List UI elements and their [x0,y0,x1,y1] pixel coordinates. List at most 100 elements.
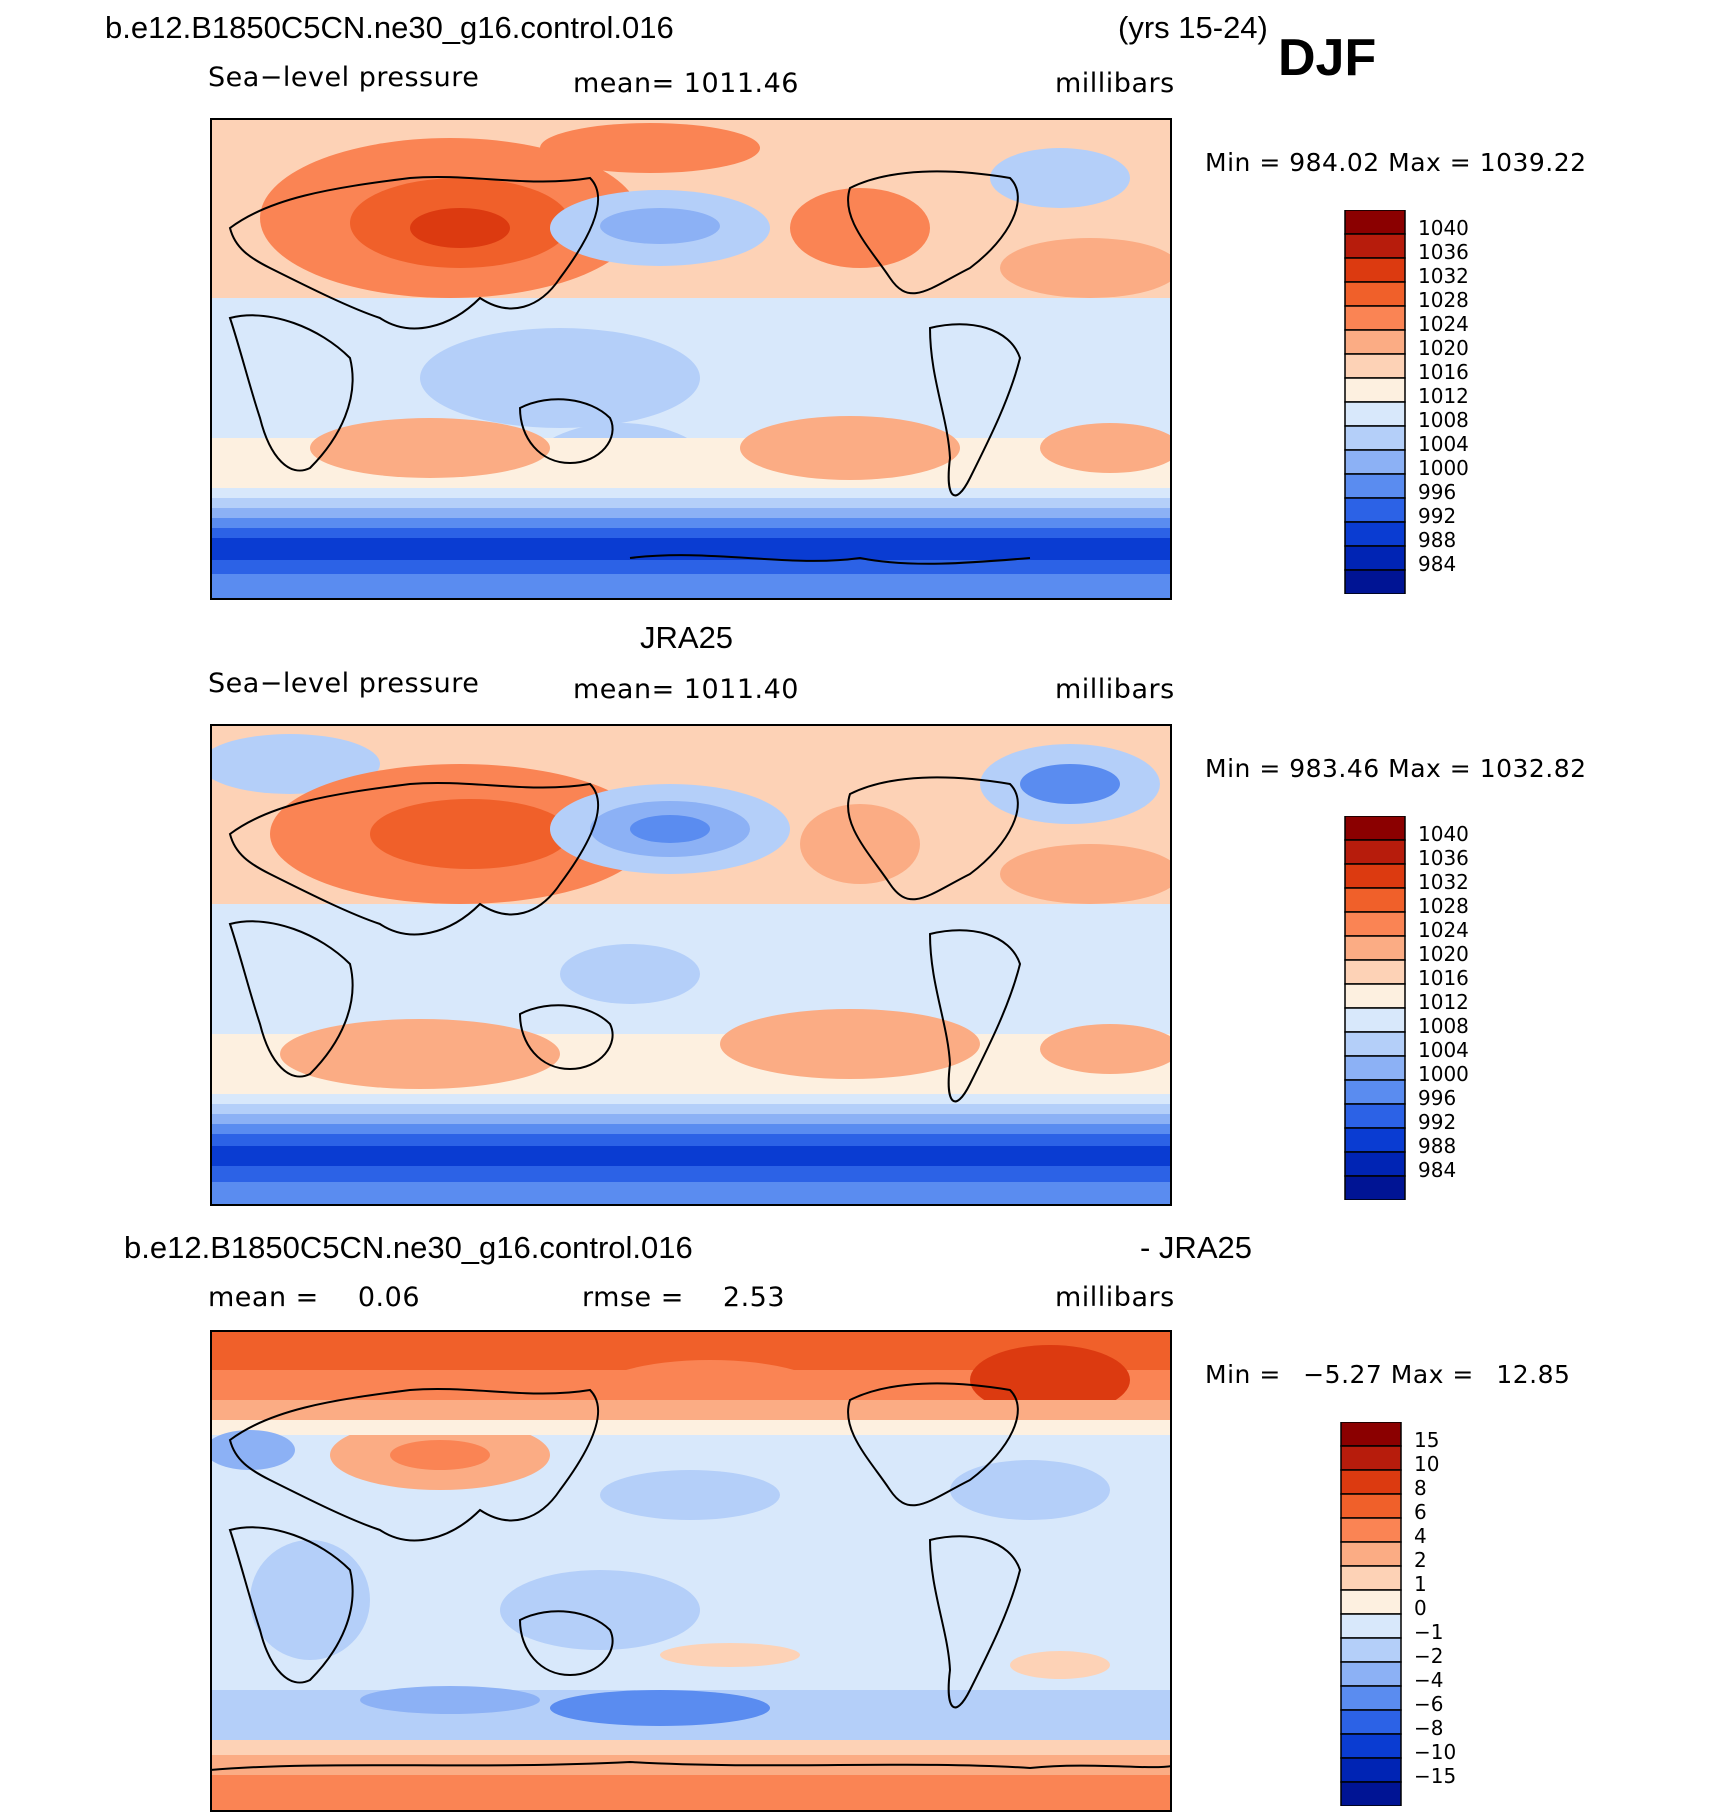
panel1-colorbar-label: 1024 [1418,311,1469,336]
panel3-mean-value: 0.06 [357,1282,420,1313]
panel3-units: millibars [1055,1282,1175,1313]
panel3-min-label: Min [1205,1360,1251,1389]
panel1-colorbar-box [1344,305,1406,331]
panel1-colorbar-label: 988 [1418,527,1457,552]
panel2-colorbar-box [1344,1151,1406,1177]
panel2-mean: mean= 1011.40 [573,674,799,705]
panel1-colorbar-label: 1000 [1418,455,1469,480]
season-label: DJF [1278,29,1377,87]
panel3-max-label: Max [1390,1360,1444,1389]
panel1-variable: Sea−level pressure [208,62,480,93]
panel1-colorbar-box [1344,497,1406,523]
years-label: (yrs 15-24) [1118,10,1268,45]
panel1-units: millibars [1055,68,1175,99]
panel2-map [210,724,1172,1206]
panel3-rmse-label: rmse = [582,1282,684,1313]
panel3-colorbar-label: −6 [1414,1691,1444,1716]
panel1-minmax: Min = 984.02 Max = 1039.22 [1205,148,1587,177]
panel2-colorbar-label: 1016 [1418,965,1469,990]
panel1-min-value: 984.02 [1289,148,1380,177]
panel1-colorbar-label: 996 [1418,479,1457,504]
panel3-rmse: rmse = 2.53 [582,1282,785,1313]
panel2-mean-value: 1011.40 [683,674,799,705]
panel1-colorbar-label: 1020 [1418,335,1469,360]
panel2-colorbar-box [1344,959,1406,985]
panel3-colorbar-box [1340,1517,1402,1543]
panel1-min-label: Min [1205,148,1251,177]
panel3-title: b.e12.B1850C5CN.ne30_g16.control.016 [124,1230,693,1265]
panel2-colorbar-label: 996 [1418,1085,1457,1110]
panel3-colorbar-box [1340,1493,1402,1519]
panel1-colorbar-box [1344,569,1406,594]
panel2-colorbar-box [1344,1103,1406,1129]
panel3-colorbar [1340,1422,1402,1806]
panel2-colorbar-box [1344,839,1406,865]
panel3-colorbar-box [1340,1469,1402,1495]
panel3-rmse-value: 2.53 [722,1282,786,1313]
panel3-min-value: −5.27 [1303,1360,1383,1389]
panel1-colorbar-label: 1032 [1418,263,1469,288]
panel2-colorbar-box [1344,1175,1406,1200]
panel1-colorbar-label: 1028 [1418,287,1469,312]
panel2-variable: Sea−level pressure [208,668,480,699]
panel1-colorbar-box [1344,377,1406,403]
panel2-colorbar-box [1344,887,1406,913]
panel3-mean: mean = 0.06 [208,1282,420,1313]
panel2-colorbar-label: 1000 [1418,1061,1469,1086]
panel3-title-right: - JRA25 [1140,1230,1252,1265]
panel1-colorbar-label: 1036 [1418,239,1469,264]
panel2-colorbar-label: 1032 [1418,869,1469,894]
panel3-colorbar-box [1340,1445,1402,1471]
panel3-minmax: Min = −5.27 Max = 12.85 [1205,1360,1571,1389]
panel3-colorbar-label: 8 [1414,1475,1427,1500]
panel2-colorbar-label: 1024 [1418,917,1469,942]
panel3-colorbar-box [1340,1589,1402,1615]
panel1-colorbar-box [1344,257,1406,283]
panel2-colorbar-label: 984 [1418,1157,1457,1182]
panel2-colorbar-label: 992 [1418,1109,1457,1134]
panel3-colorbar-box [1340,1757,1402,1783]
panel3-colorbar-box [1340,1422,1402,1447]
panel3-colorbar-box [1340,1781,1402,1806]
panel2-colorbar-box [1344,816,1406,841]
panel2-colorbar-box [1344,863,1406,889]
panel3-colorbar-box [1340,1541,1402,1567]
panel3-mean-label: mean = [208,1282,319,1313]
panel3-colorbar-label: −8 [1414,1715,1444,1740]
panel1-colorbar-label: 984 [1418,551,1457,576]
panel3-colorbar-label: −1 [1414,1619,1444,1644]
panel2-max-value: 1032.82 [1479,754,1587,783]
panel2-colorbar-box [1344,911,1406,937]
panel2-colorbar-label: 1012 [1418,989,1469,1014]
panel3-colorbar-label: 2 [1414,1547,1427,1572]
panel3-colorbar-label: 0 [1414,1595,1427,1620]
panel1-colorbar-box [1344,210,1406,235]
panel2-title: JRA25 [640,620,734,655]
panel2-colorbar-box [1344,935,1406,961]
panel2-min-value: 983.46 [1289,754,1380,783]
panel3-colorbar-label: −2 [1414,1643,1444,1668]
panel2-colorbar-label: 1020 [1418,941,1469,966]
panel3-colorbar-box [1340,1709,1402,1735]
panel3-colorbar-box [1340,1637,1402,1663]
panel3-max-value: 12.85 [1496,1360,1571,1389]
panel2-colorbar-box [1344,1079,1406,1105]
panel1-colorbar-label: 1016 [1418,359,1469,384]
panel2-minmax: Min = 983.46 Max = 1032.82 [1205,754,1587,783]
panel3-colorbar-box [1340,1733,1402,1759]
panel2-colorbar-label: 1008 [1418,1013,1469,1038]
panel2-colorbar-box [1344,983,1406,1009]
panel1-colorbar-box [1344,401,1406,427]
panel2-colorbar-label: 1036 [1418,845,1469,870]
panel1-colorbar-label: 1012 [1418,383,1469,408]
panel1-colorbar-label: 1040 [1418,215,1469,240]
panel1-colorbar-box [1344,281,1406,307]
panel3-map [210,1330,1172,1812]
panel1-colorbar-box [1344,545,1406,571]
panel2-colorbar-box [1344,1055,1406,1081]
panel1-colorbar [1344,210,1406,594]
panel1-colorbar-box [1344,449,1406,475]
panel1-colorbar-box [1344,425,1406,451]
panel1-colorbar-label: 992 [1418,503,1457,528]
panel1-mean: mean= 1011.46 [573,68,799,99]
